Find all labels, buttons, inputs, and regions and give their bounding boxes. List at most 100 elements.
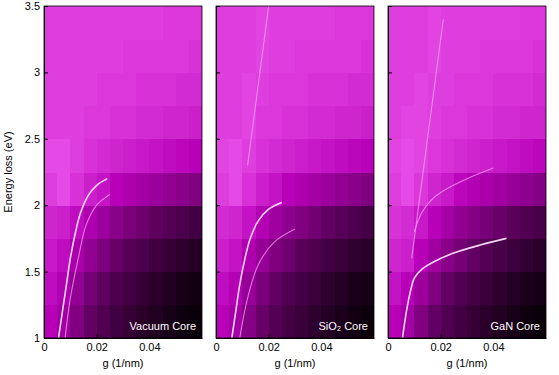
heatmap-cell xyxy=(401,205,415,239)
heatmap-cell xyxy=(282,139,296,173)
heatmap-cell xyxy=(520,72,534,106)
heatmap-cell xyxy=(70,6,84,40)
heatmap-cell xyxy=(295,106,309,140)
heatmap-cell xyxy=(533,139,546,173)
heatmap-cell xyxy=(388,272,402,306)
heatmap-cell xyxy=(335,72,349,106)
heatmap-cell xyxy=(216,6,230,40)
tick-mark xyxy=(44,272,48,273)
heatmap-cell xyxy=(308,6,322,40)
heatmap-cell xyxy=(507,39,521,73)
heatmap-cell xyxy=(348,6,362,40)
tick-label: 0.04 xyxy=(139,341,160,353)
heatmap-cell xyxy=(335,6,349,40)
heatmap-cell xyxy=(163,39,177,73)
heatmap-cell xyxy=(428,139,442,173)
tick-mark xyxy=(216,272,220,273)
heatmap-cell xyxy=(216,72,230,106)
heatmap-cell xyxy=(493,172,507,206)
heatmap-cell xyxy=(256,139,270,173)
tick-mark xyxy=(44,72,48,73)
heatmap-cell xyxy=(189,272,202,306)
heatmap-cell xyxy=(295,272,309,306)
heatmap-cell xyxy=(388,39,402,73)
heatmap-cell xyxy=(295,6,309,40)
heatmap-cell xyxy=(308,172,322,206)
heatmap-cell xyxy=(321,106,335,140)
tick: 0.04 xyxy=(139,334,160,353)
heatmap-cell xyxy=(348,106,362,140)
heatmap-cell xyxy=(189,205,202,239)
heatmap-cell xyxy=(454,39,468,73)
heatmap-cell xyxy=(176,272,190,306)
heatmap-cell xyxy=(84,39,98,73)
tick-label: 3 xyxy=(34,66,40,78)
heatmap-cell xyxy=(97,72,111,106)
heatmap-cell xyxy=(282,72,296,106)
heatmap-cell xyxy=(149,238,163,272)
heatmap-cell xyxy=(533,172,546,206)
panel: 00.020.04g (1/nm)SiO₂ Core xyxy=(213,6,374,369)
tick-mark xyxy=(44,205,48,206)
heatmap-cell xyxy=(467,172,481,206)
heatmap-cell xyxy=(321,272,335,306)
tick-mark xyxy=(97,334,98,338)
heatmap-cell xyxy=(216,39,230,73)
tick-label: 0 xyxy=(213,341,219,353)
heatmap-cell xyxy=(136,106,150,140)
tick: 1 xyxy=(34,332,48,344)
heatmap-cell xyxy=(256,6,270,40)
heatmap-cell xyxy=(348,72,362,106)
heatmap-cell xyxy=(123,39,137,73)
heatmap-cell xyxy=(176,39,190,73)
heatmap-cell xyxy=(454,139,468,173)
heatmap-cell xyxy=(136,272,150,306)
tick-mark xyxy=(388,139,392,140)
tick-label: 0.02 xyxy=(430,341,451,353)
heatmap-cell xyxy=(84,139,98,173)
heatmap-cell xyxy=(295,72,309,106)
heatmap-cell xyxy=(136,205,150,239)
heatmap-cell xyxy=(242,172,256,206)
heatmap-cell xyxy=(520,139,534,173)
heatmap-cell xyxy=(269,172,283,206)
heatmap-cell xyxy=(520,39,534,73)
heatmap-cell xyxy=(480,272,494,306)
heatmap-cell xyxy=(149,72,163,106)
heatmap-cell xyxy=(57,205,71,239)
panel-label: SiO₂ Core xyxy=(318,320,368,332)
tick-mark xyxy=(321,334,322,338)
heatmap-cell xyxy=(97,172,111,206)
heatmap-cell xyxy=(321,172,335,206)
y-axis-title: Energy loss (eV) xyxy=(2,131,14,212)
tick-mark xyxy=(44,6,48,7)
heatmap-cell xyxy=(428,39,442,73)
heatmap-cell xyxy=(70,305,84,338)
heatmap-cell xyxy=(361,39,374,73)
heatmap-cell xyxy=(348,139,362,173)
heatmap-cell xyxy=(308,238,322,272)
heatmap-cell xyxy=(414,72,428,106)
heatmap-cell xyxy=(520,238,534,272)
heatmap-cell xyxy=(493,6,507,40)
heatmap-cell xyxy=(308,106,322,140)
tick-label: 2 xyxy=(34,199,40,211)
heatmap-cell xyxy=(428,272,442,306)
heatmap-cell xyxy=(282,272,296,306)
heatmap-cell xyxy=(110,172,124,206)
heatmap-cell xyxy=(480,205,494,239)
heatmap-cell xyxy=(493,272,507,306)
heatmap-cell xyxy=(507,106,521,140)
heatmap-cell xyxy=(348,205,362,239)
heatmap-cell xyxy=(110,205,124,239)
tick-mark xyxy=(44,139,48,140)
heatmap-cell xyxy=(507,205,521,239)
heatmap-cell xyxy=(136,238,150,272)
heatmap-cell xyxy=(507,172,521,206)
heatmap-cell xyxy=(189,72,202,106)
heatmap-cell xyxy=(57,39,71,73)
panel-label: Vacuum Core xyxy=(130,320,196,332)
heatmap-cell xyxy=(493,205,507,239)
heatmap-cell xyxy=(335,238,349,272)
heatmap-cell xyxy=(401,238,415,272)
